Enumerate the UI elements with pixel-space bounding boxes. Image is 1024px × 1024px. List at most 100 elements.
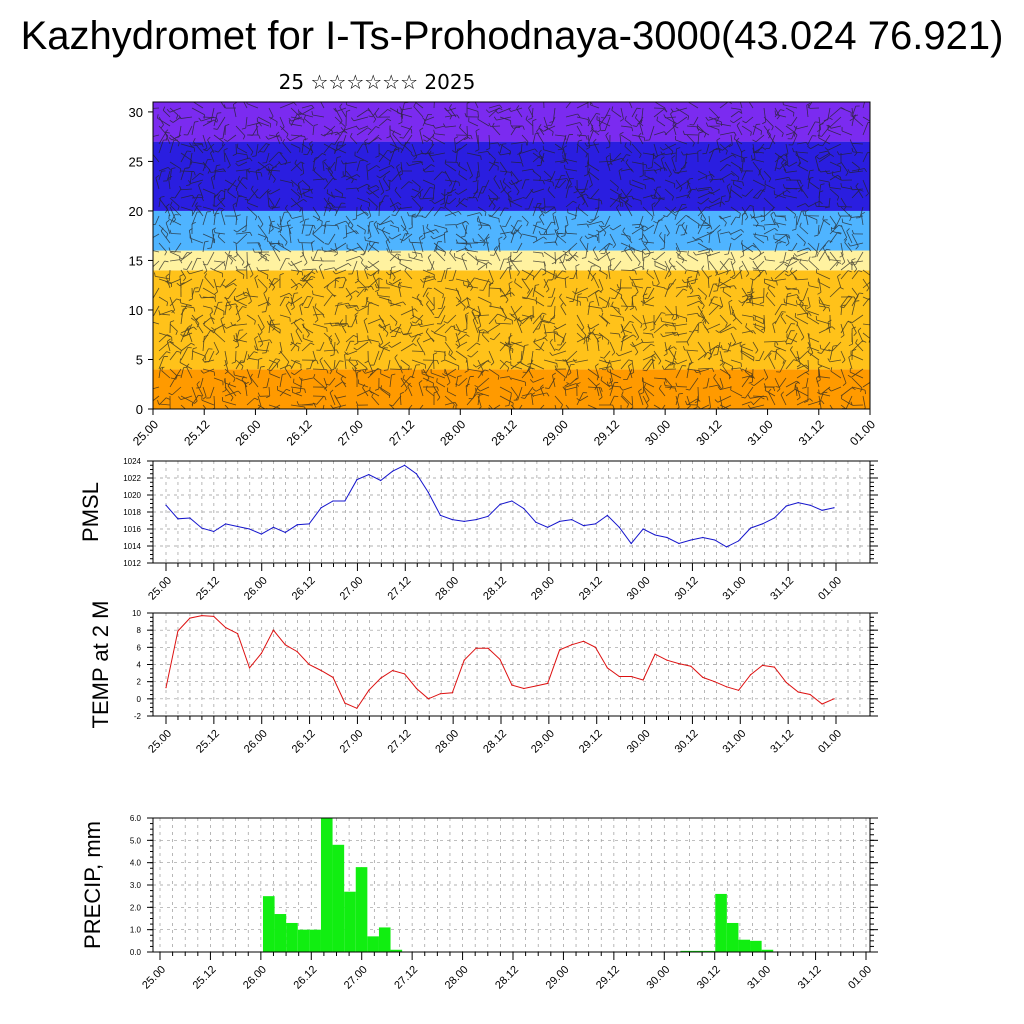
wind-barb-flag [191, 222, 196, 225]
wind-barb [204, 276, 215, 289]
wind-barb-flag [575, 96, 579, 97]
wind-barb [397, 284, 402, 298]
wind-barb [433, 241, 439, 253]
wind-barb-flag [544, 337, 548, 342]
wind-barb-flag [231, 361, 236, 364]
wind-barb [367, 137, 379, 145]
wind-barb [169, 168, 172, 181]
wind-barb-flag [596, 130, 601, 133]
wind-barb-flag [516, 317, 521, 321]
x-tick-label: 27.00 [335, 417, 366, 448]
wind-barb [511, 260, 523, 262]
wind-barb [791, 242, 798, 252]
wind-barb [554, 359, 567, 362]
wind-barb [433, 287, 444, 295]
wind-barb [625, 162, 633, 172]
wind-barb-flag [435, 247, 438, 252]
wind-barb-flag [440, 206, 445, 209]
wind-barb [499, 267, 509, 280]
wind-barb [576, 116, 589, 120]
wind-barb [443, 232, 446, 244]
wind-barb [227, 134, 237, 142]
wind-barb-flag [798, 188, 802, 193]
wind-barb-flag [508, 108, 512, 112]
wind-barb-flag [489, 337, 494, 341]
wind-barb-flag [319, 357, 323, 361]
wind-barb-flag [233, 229, 238, 233]
wind-barb-flag [430, 164, 435, 167]
wind-barb [633, 341, 644, 348]
wind-barb [774, 109, 781, 118]
wind-barb [556, 234, 567, 244]
wind-barb [499, 161, 508, 173]
wind-barb-flag [846, 228, 850, 232]
x-tick-label: 01.00 [847, 417, 878, 448]
wind-barb-flag [267, 166, 270, 171]
wind-barb-flag [734, 135, 736, 140]
wind-barb [237, 194, 248, 199]
wind-barb-flag [307, 296, 312, 298]
wind-barb-flag [684, 270, 687, 275]
wind-barb-flag [310, 342, 315, 346]
wind-barb-flag [267, 369, 272, 372]
x-tick-label: 26.00 [232, 417, 263, 448]
wind-barb-flag [209, 311, 214, 315]
wind-barb [540, 233, 556, 236]
wind-barb-flag [726, 270, 729, 275]
wind-barb [452, 269, 457, 281]
wind-barb [301, 268, 316, 271]
wind-barb [730, 332, 736, 343]
wind-barb-flag [573, 191, 578, 194]
wind-barb [763, 170, 772, 179]
wind-barb [220, 211, 226, 226]
wind-barb-flag [488, 262, 493, 265]
wind-barb [446, 107, 457, 112]
wind-barb-flag [526, 222, 529, 227]
wind-barb-flag [249, 274, 254, 278]
wind-barb-flag [782, 102, 784, 105]
wind-barb [745, 326, 754, 334]
wind-barb-flag [859, 292, 864, 294]
temp-point [487, 647, 489, 649]
pmsl-point [773, 517, 775, 519]
wind-barb-flag [399, 106, 403, 111]
wind-barb-flag [609, 243, 613, 246]
wind-barb [622, 230, 633, 244]
wind-barb-flag [278, 351, 283, 355]
wind-barb-flag [730, 237, 735, 241]
wind-barb [312, 224, 323, 235]
wind-barb-flag [475, 197, 479, 202]
wind-barb [752, 314, 764, 320]
wind-barb-flag [541, 252, 544, 258]
wind-barb [618, 350, 633, 357]
wind-barb-flag [600, 356, 605, 359]
wind-barb-flag [354, 342, 359, 346]
wind-barb-flag [431, 200, 436, 204]
wind-barb-flag [689, 177, 694, 180]
wind-barb-flag [731, 172, 735, 177]
wind-barb [514, 224, 523, 234]
wind-barb [852, 151, 864, 154]
wind-barb [290, 179, 300, 188]
wind-barb [620, 321, 631, 334]
wind-barb [510, 161, 523, 164]
wind-barb [153, 287, 160, 299]
wind-barb [169, 107, 182, 113]
wind-barb-flag [586, 223, 590, 228]
wind-barb [763, 116, 774, 127]
wind-barb [246, 314, 256, 322]
wind-barb-flag [353, 347, 358, 351]
wind-barb-flag [733, 131, 737, 136]
wind-barb-flag [302, 119, 305, 124]
wind-barb-flag [698, 300, 703, 305]
wind-barb [444, 268, 448, 280]
wind-barb [455, 332, 461, 347]
wind-barb [224, 282, 234, 289]
wind-barb-flag [172, 219, 176, 223]
wind-barb [466, 125, 468, 139]
temp-point [368, 689, 370, 691]
wind-barb [829, 215, 837, 226]
wind-barb [334, 220, 346, 226]
wind-barb [654, 102, 666, 109]
wind-barb-flag [488, 194, 491, 199]
